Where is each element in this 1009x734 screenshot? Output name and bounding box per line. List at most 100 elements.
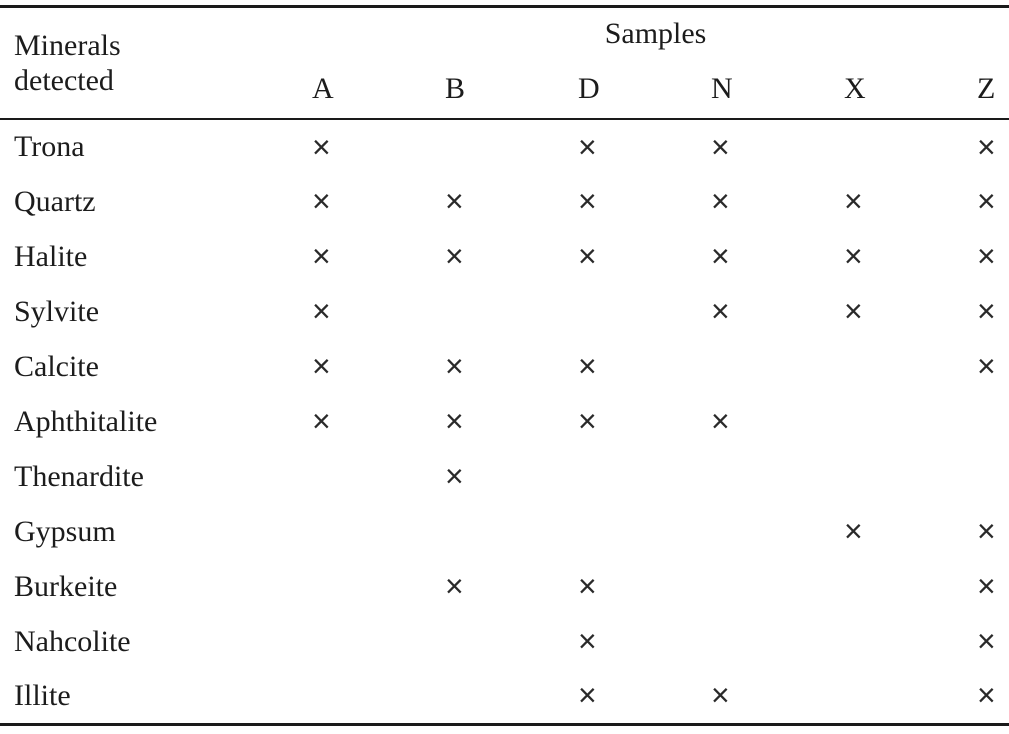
mineral-label: Sylvite <box>14 294 100 328</box>
detected-mark: × <box>445 568 464 604</box>
detected-mark: × <box>578 623 597 659</box>
empty-cell <box>302 669 435 724</box>
detected-mark: × <box>578 238 597 274</box>
detected-mark: × <box>977 623 996 659</box>
empty-cell <box>435 119 568 174</box>
empty-cell <box>834 614 967 669</box>
table-row: Quartz × × × × × × <box>0 174 1009 229</box>
detected-mark: × <box>312 183 331 219</box>
detected-mark: × <box>977 677 996 714</box>
detected-mark: × <box>578 403 597 439</box>
detected-mark: × <box>844 513 863 549</box>
column-header-N: N <box>711 72 733 105</box>
empty-cell <box>302 504 435 559</box>
detected-mark: × <box>312 403 331 439</box>
empty-cell <box>302 449 435 504</box>
detected-mark: × <box>312 293 331 329</box>
detected-mark: × <box>711 128 730 165</box>
detected-mark: × <box>711 677 730 714</box>
table-row: Aphthitalite × × × × <box>0 394 1009 449</box>
empty-cell <box>302 559 435 614</box>
detected-mark: × <box>312 128 331 165</box>
column-header-D: D <box>578 72 600 105</box>
samples-group-header: Samples <box>604 17 707 50</box>
mineral-label: Gypsum <box>14 514 116 548</box>
header-row-top: Minerals detected Samples <box>0 7 1009 97</box>
mineral-label: Trona <box>14 130 85 163</box>
detected-mark: × <box>977 293 996 329</box>
table-row: Halite × × × × × × <box>0 229 1009 284</box>
column-header-X: X <box>844 72 866 105</box>
detected-mark: × <box>977 348 996 384</box>
row-header-label: Minerals detected <box>0 7 302 120</box>
detected-mark: × <box>711 403 730 439</box>
empty-cell <box>967 449 1009 504</box>
empty-cell <box>302 614 435 669</box>
table-body: Trona × × × × Quartz × × × × × × Halite × × × × × × Sylvite… <box>0 119 1009 724</box>
detected-mark: × <box>445 183 464 219</box>
mineral-label: Burkeite <box>14 569 118 603</box>
mineral-label: Illite <box>14 678 71 712</box>
detected-mark: × <box>711 238 730 274</box>
empty-cell <box>701 339 834 394</box>
mineral-label: Halite <box>14 239 88 273</box>
empty-cell <box>435 614 568 669</box>
detected-mark: × <box>977 513 996 549</box>
detected-mark: × <box>445 238 464 274</box>
detected-mark: × <box>711 293 730 329</box>
table-row: Sylvite × × × × <box>0 284 1009 339</box>
detected-mark: × <box>445 403 464 439</box>
detected-mark: × <box>977 183 996 219</box>
detected-mark: × <box>977 128 996 165</box>
empty-cell <box>834 119 967 174</box>
detected-mark: × <box>977 568 996 604</box>
mineral-label: Nahcolite <box>14 624 131 658</box>
empty-cell <box>834 394 967 449</box>
empty-cell <box>435 669 568 724</box>
detected-mark: × <box>578 183 597 219</box>
empty-cell <box>701 504 834 559</box>
table-row: Illite × × × <box>0 669 1009 724</box>
empty-cell <box>568 504 701 559</box>
row-header-text: Minerals detected <box>14 28 121 97</box>
empty-cell <box>568 449 701 504</box>
detected-mark: × <box>578 128 597 165</box>
empty-cell <box>568 284 701 339</box>
detected-mark: × <box>445 458 464 494</box>
table-row: Burkeite × × × <box>0 559 1009 614</box>
detected-mark: × <box>578 568 597 604</box>
empty-cell <box>435 504 568 559</box>
empty-cell <box>701 559 834 614</box>
detected-mark: × <box>578 348 597 384</box>
column-header-A: A <box>312 72 334 105</box>
table-row: Trona × × × × <box>0 119 1009 174</box>
empty-cell <box>834 669 967 724</box>
mineral-label: Calcite <box>14 349 99 383</box>
detected-mark: × <box>578 677 597 714</box>
detected-mark: × <box>844 293 863 329</box>
empty-cell <box>834 449 967 504</box>
empty-cell <box>701 449 834 504</box>
detected-mark: × <box>844 238 863 274</box>
table-row: Gypsum × × <box>0 504 1009 559</box>
detected-mark: × <box>445 348 464 384</box>
detected-mark: × <box>312 348 331 384</box>
table-header: Minerals detected Samples A B D N X Z <box>0 7 1009 119</box>
mineral-label: Thenardite <box>14 459 144 493</box>
table-row: Calcite × × × × <box>0 339 1009 394</box>
empty-cell <box>967 394 1009 449</box>
empty-cell <box>435 284 568 339</box>
table-row: Nahcolite × × <box>0 614 1009 669</box>
empty-cell <box>834 559 967 614</box>
empty-cell <box>701 614 834 669</box>
column-header-B: B <box>445 72 466 105</box>
detected-mark: × <box>312 238 331 274</box>
detected-mark: × <box>977 238 996 274</box>
column-header-Z: Z <box>977 72 996 105</box>
minerals-table: Minerals detected Samples A B D N X Z Trona × ×… <box>0 5 1009 726</box>
detected-mark: × <box>844 183 863 219</box>
detected-mark: × <box>711 183 730 219</box>
mineral-label: Aphthitalite <box>14 404 158 438</box>
